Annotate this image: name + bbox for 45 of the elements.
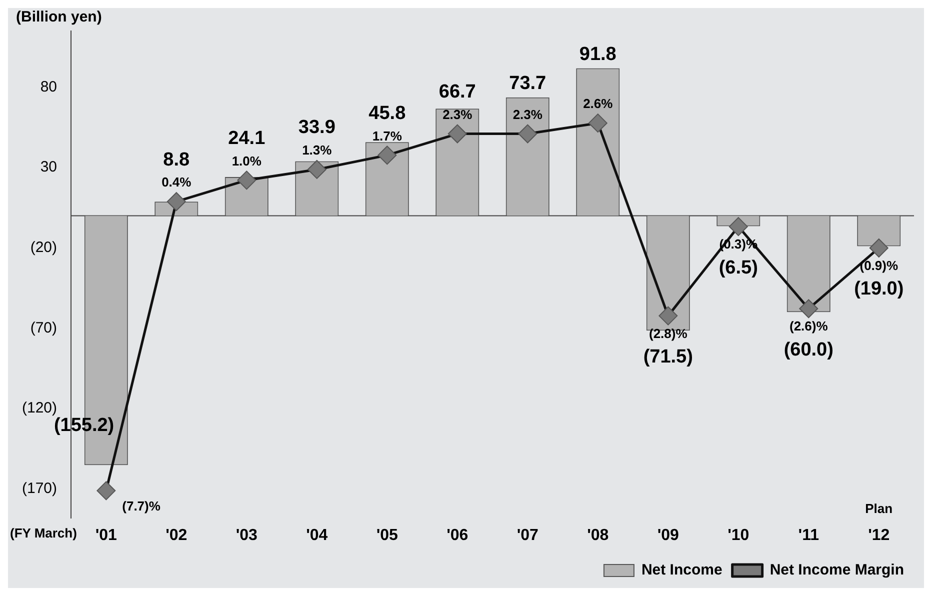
data-label: (0.9)% [860,258,898,274]
data-label: (6.5) [718,257,758,278]
y-tick-label: (170) [22,480,58,498]
data-label: 2.3% [512,106,543,122]
data-label: 73.7 [509,73,546,94]
y-tick-label: 80 [40,78,58,96]
data-label: 8.8 [163,149,190,170]
data-label: 45.8 [368,102,406,124]
data-label: 91.8 [579,44,616,66]
y-tick-label: 30 [40,158,58,176]
x-tick-label: '03 [236,526,258,544]
x-tick-label: '08 [587,526,609,544]
data-label: 0.4% [162,174,192,190]
data-label: 1.7% [372,128,402,144]
data-label: 24.1 [228,128,266,149]
legend-label: Net Income Margin [770,562,904,579]
x-tick-label: '07 [516,526,539,544]
data-label: 66.7 [438,82,476,103]
x-tick-label: '11 [798,526,820,544]
y-axis-title: (Billion yen) [16,8,102,26]
data-label: 2.6% [583,96,614,112]
data-label: 33.9 [298,117,336,138]
x-tick-label: '01 [95,526,118,544]
data-label: (2.8)% [648,326,688,341]
annotation: Plan [865,500,893,516]
data-label: (2.6)% [789,318,828,334]
data-label: (60.0) [784,339,834,360]
data-label: 1.0% [232,153,262,168]
data-label: 2.3% [442,106,473,122]
text: (FY March) [10,525,77,540]
legend-label: Net Income [641,562,722,579]
y-tick-label: (20) [30,239,58,256]
data-label: (19.0) [854,278,904,300]
x-tick-label: '09 [657,526,680,544]
y-tick-label: (120) [22,400,58,417]
x-tick-label: '06 [446,526,468,544]
x-tick-label: '05 [376,526,398,544]
x-tick-label: '10 [728,526,750,544]
data-label: (71.5) [643,346,693,368]
x-tick-label: '02 [166,526,188,544]
x-tick-label: '12 [868,526,890,544]
data-label: 1.3% [302,142,332,158]
x-tick-label: '04 [306,526,328,544]
data-label: (7.7)% [122,498,161,514]
y-tick-label: (70) [30,319,58,336]
